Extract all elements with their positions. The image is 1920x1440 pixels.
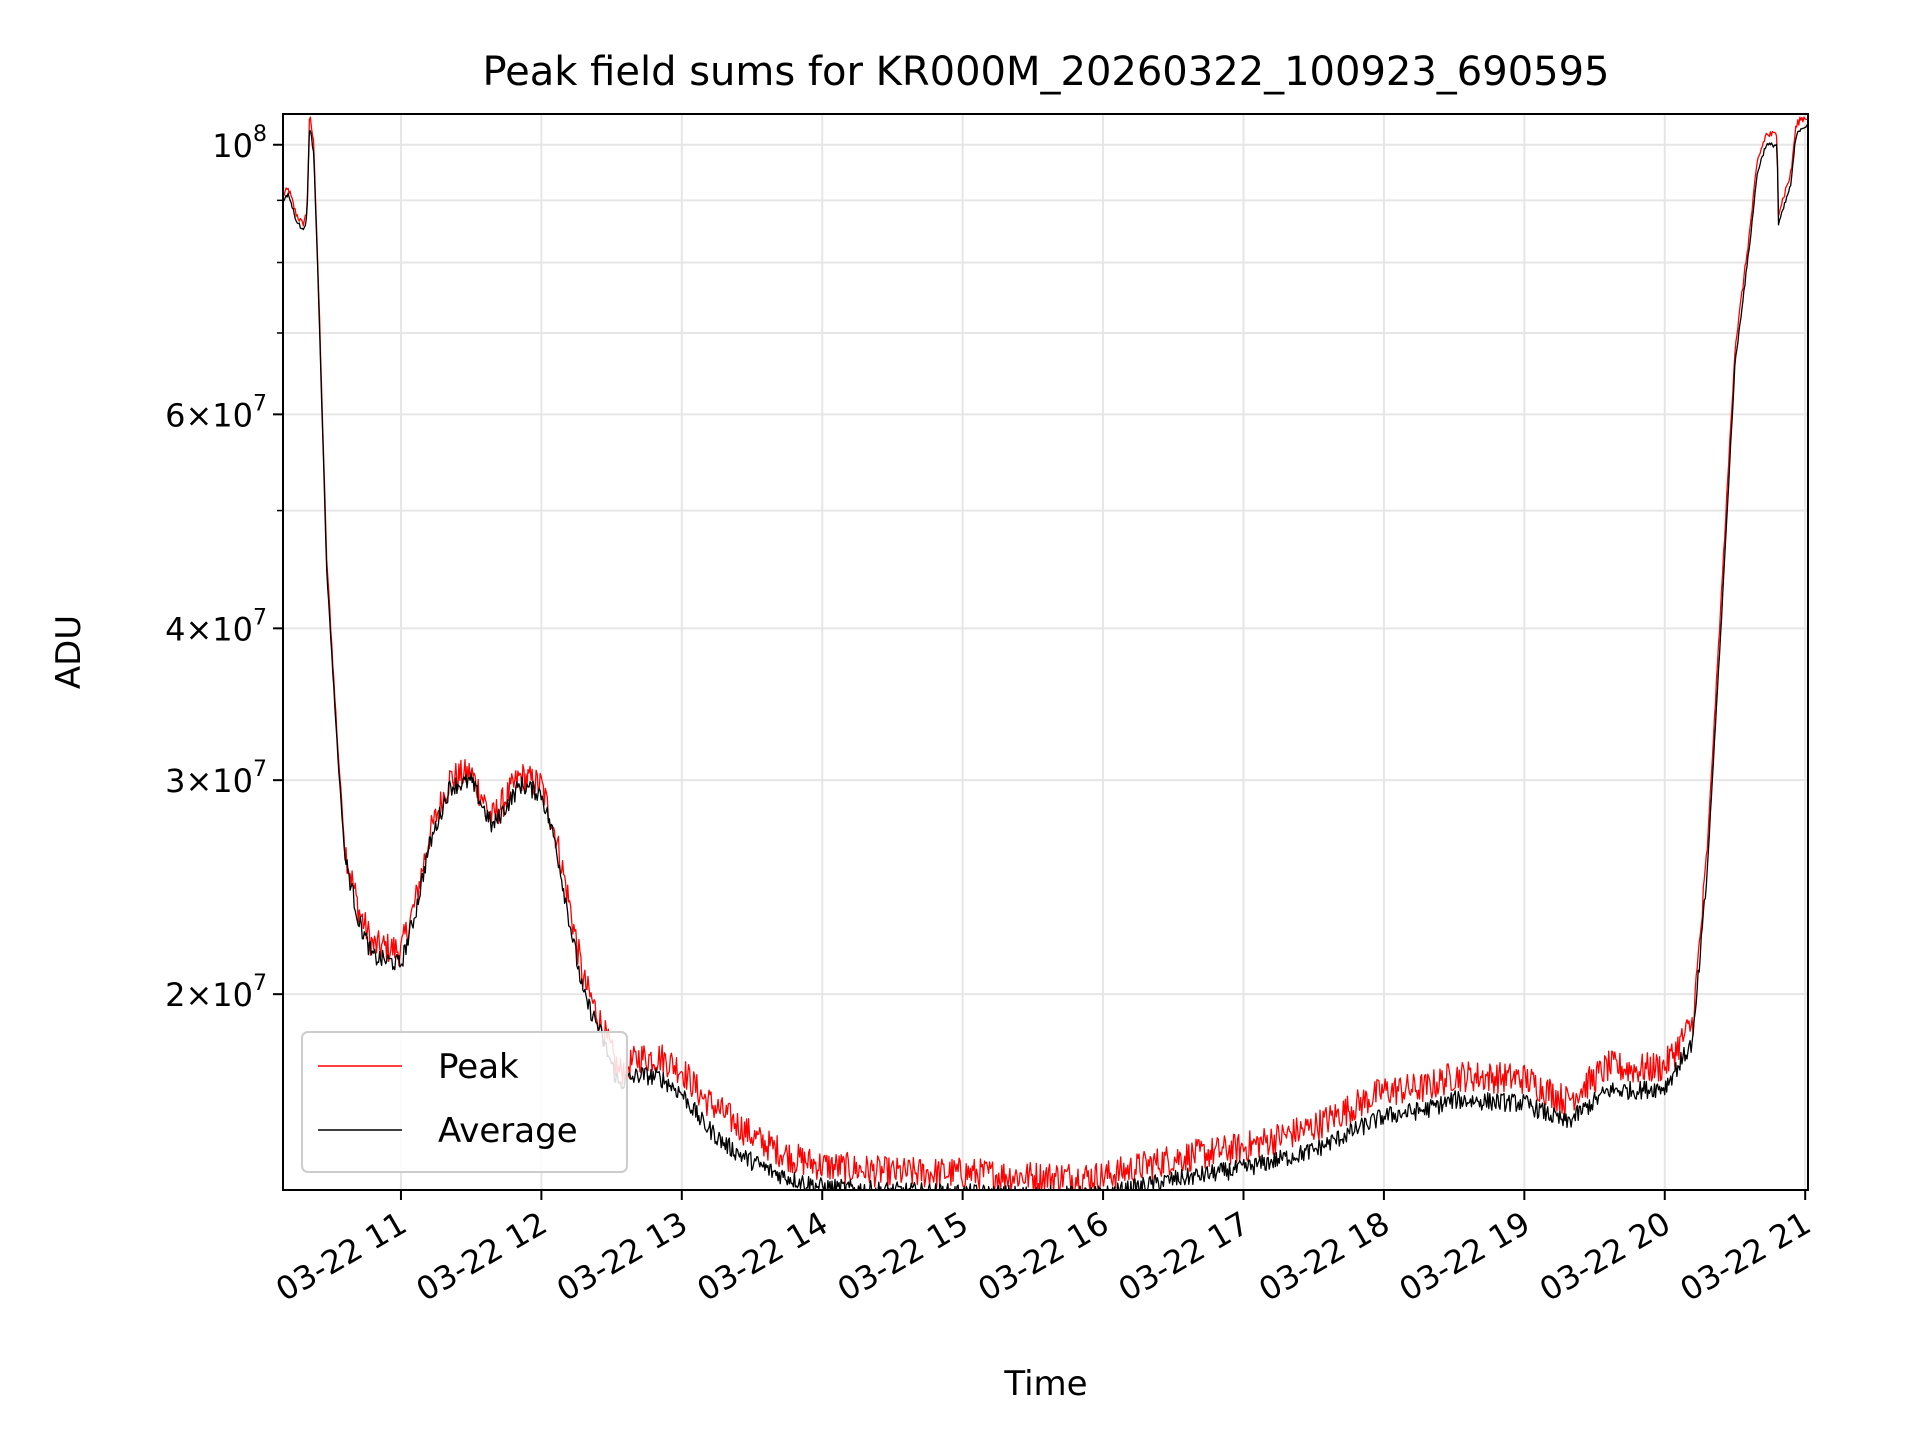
legend-label-average: Average (438, 1111, 578, 1151)
y-tick-times: × (185, 762, 212, 800)
y-tick-exponent: 7 (253, 971, 267, 996)
y-tick-mantissa: 6 (165, 396, 185, 434)
y-tick-exponent: 7 (253, 757, 267, 782)
y-tick-mantissa: 4 (165, 610, 185, 648)
y-axis-label: ADU (49, 615, 89, 689)
y-tick-base: 10 (212, 762, 253, 800)
y-tick-exponent: 7 (253, 605, 267, 630)
y-tick-label: 4×107 (165, 605, 267, 648)
y-tick-times: × (185, 976, 212, 1014)
y-tick-times: × (185, 396, 212, 434)
legend-box (301, 1031, 628, 1173)
y-tick-label: 3×107 (165, 757, 267, 800)
chart-title: Peak field sums for KR000M_20260322_1009… (482, 49, 1609, 95)
y-tick-times: × (185, 610, 212, 648)
legend-label-peak: Peak (438, 1047, 519, 1087)
legend: Peak Average (301, 1031, 628, 1173)
y-tick-mantissa: 2 (165, 976, 185, 1014)
y-tick-base: 10 (212, 610, 253, 648)
y-tick-label: 6×107 (165, 391, 267, 434)
x-axis-label: Time (1003, 1364, 1087, 1404)
y-tick-mantissa: 3 (165, 762, 185, 800)
y-tick-base: 10 (212, 127, 253, 165)
y-tick-label: 2×107 (165, 971, 267, 1014)
y-tick-base: 10 (212, 976, 253, 1014)
axes-frame (282, 113, 1809, 1191)
series-line-peak (283, 116, 1808, 1190)
grid (283, 114, 1808, 1190)
y-tick-exponent: 7 (253, 391, 267, 416)
y-tick-base: 10 (212, 396, 253, 434)
y-tick-label: 108 (212, 122, 267, 165)
y-tick-exponent: 8 (253, 122, 267, 147)
